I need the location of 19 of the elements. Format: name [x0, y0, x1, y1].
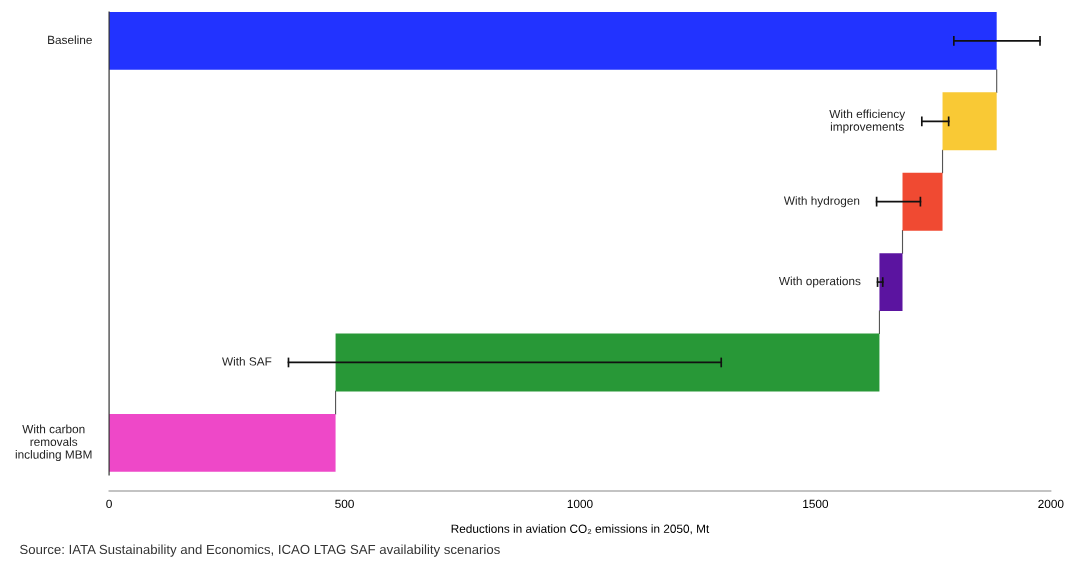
y-tick-label: With efficiency improvements [829, 109, 906, 134]
bar [109, 11, 997, 70]
y-tick-label: With carbon removals including MBM [15, 424, 92, 462]
source-note: Source: IATA Sustainability and Economics, ICAO LTAG SAF availability scenarios [20, 544, 500, 557]
x-tick-label: 1000 [567, 499, 593, 509]
x-axis-title: Reductions in aviation CO₂ emissions in 2050, Mt [451, 524, 710, 535]
y-tick-label: Baseline [48, 35, 92, 45]
bar [335, 333, 880, 392]
bar [942, 92, 997, 151]
x-tick-label: 0 [106, 499, 112, 509]
x-tick-label: 2000 [1038, 499, 1064, 509]
bar [109, 413, 336, 472]
bar [902, 172, 943, 231]
y-tick-label: With hydrogen [783, 196, 860, 208]
bar [879, 253, 903, 312]
x-tick-label: 1500 [803, 499, 829, 509]
y-tick-label: With SAF [222, 356, 272, 366]
x-tick-label: 500 [335, 499, 354, 509]
y-tick-label: With operations [778, 276, 861, 288]
